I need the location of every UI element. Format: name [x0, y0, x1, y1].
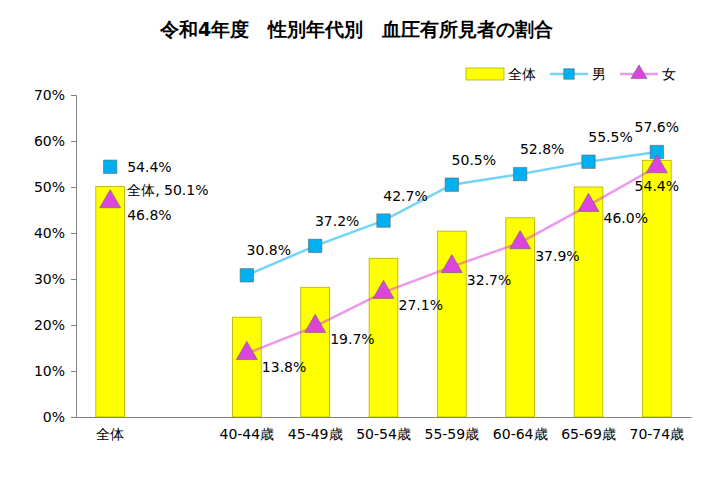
x-tick: 全体: [96, 417, 124, 442]
bar: [574, 187, 603, 417]
y-tick-label: 50%: [34, 179, 65, 195]
x-tick: 65-69歳: [561, 417, 616, 442]
y-tick: 10%: [34, 363, 76, 379]
marker: [582, 155, 595, 168]
x-tick: 40-44歳: [219, 417, 274, 442]
bar: [96, 187, 125, 417]
legend-label: 全体: [508, 66, 536, 82]
y-tick-label: 40%: [34, 225, 65, 241]
data-label: 27.1%: [399, 297, 443, 313]
title: 令和4年度 性別年代別 血圧有所見者の割合: [159, 18, 553, 40]
x-tick-label: 45-49歳: [288, 426, 343, 442]
x-tick-label: 60-64歳: [493, 426, 548, 442]
bar: [232, 317, 261, 417]
marker: [646, 155, 667, 173]
y-tick-label: 60%: [34, 133, 65, 149]
x-axis-line: [77, 417, 692, 418]
y-tick-mark: [71, 279, 76, 280]
legend-swatch: [466, 68, 504, 80]
x-tick-label: 55-59歳: [424, 426, 479, 442]
x-tick-label: 40-44歳: [219, 426, 274, 442]
legend-item: 全体: [466, 66, 536, 82]
x-tick: 60-64歳: [493, 417, 548, 442]
data-label: 37.2%: [315, 213, 359, 229]
y-tick: 50%: [34, 179, 76, 195]
plot-area: [96, 145, 671, 417]
bar: [437, 231, 466, 417]
x-tick-label: 全体: [96, 426, 124, 442]
y-tick-label: 70%: [34, 87, 65, 103]
y-tick: 60%: [34, 133, 76, 149]
y-tick: 40%: [34, 225, 76, 241]
legend-label: 女: [662, 66, 676, 82]
data-label: 50.5%: [452, 152, 496, 168]
marker: [513, 167, 526, 180]
y-tick: 0%: [43, 409, 76, 425]
marker: [305, 314, 326, 332]
y-tick: 30%: [34, 271, 76, 287]
y-tick-label: 20%: [34, 317, 65, 333]
y-axis: 0% 10% 20% 30% 40% 50% 60% 70%: [34, 87, 77, 425]
legend: 全体 男 女: [466, 65, 676, 82]
data-labels: 全体, 50.1% 54.4% 30.8% 37.2% 42.7% 50.5% 52.8% 5…: [127, 119, 679, 374]
data-label: 46.0%: [604, 210, 648, 226]
legend-item: 男: [550, 66, 606, 82]
x-tick: 45-49歳: [288, 417, 343, 442]
y-tick: 70%: [34, 87, 76, 103]
bar: [642, 160, 671, 417]
y-tick-label: 30%: [34, 271, 65, 287]
marker: [100, 190, 121, 208]
data-label: 55.5%: [588, 129, 632, 145]
x-tick-label: 70-74歳: [629, 426, 684, 442]
x-axis: 全体 40-44歳 45-49歳 50-54歳 55-59歳 60-64歳 65-69歳 70…: [77, 417, 692, 442]
data-label: 42.7%: [383, 188, 427, 204]
x-tick: 55-59歳: [424, 417, 479, 442]
y-tick-mark: [71, 95, 76, 96]
x-tick-label: 50-54歳: [356, 426, 411, 442]
legend-item: 女: [620, 65, 676, 82]
marker: [441, 254, 462, 272]
marker: [445, 178, 458, 191]
data-label: 52.8%: [520, 141, 564, 157]
chart: 令和4年度 性別年代別 血圧有所見者の割合 0% 10% 20% 30% 40% 50% 60…: [0, 0, 713, 478]
marker: [240, 269, 253, 282]
x-tick: 70-74歳: [629, 417, 684, 442]
data-label: 32.7%: [467, 272, 511, 288]
y-tick-label: 0%: [43, 409, 65, 425]
x-tick-label: 65-69歳: [561, 426, 616, 442]
data-label: 54.4%: [635, 178, 679, 194]
legend-marker: [631, 65, 647, 79]
y-tick-mark: [71, 417, 76, 418]
y-tick-mark: [71, 141, 76, 142]
legend-label: 男: [592, 66, 606, 82]
y-tick-mark: [71, 233, 76, 234]
data-label: 30.8%: [247, 242, 291, 258]
y-axis-line: [71, 96, 77, 418]
marker: [103, 160, 116, 173]
y-tick-mark: [71, 371, 76, 372]
y-tick-mark: [71, 325, 76, 326]
legend-marker: [564, 69, 574, 79]
y-tick-label: 10%: [34, 363, 65, 379]
marker: [308, 239, 321, 252]
y-tick: 20%: [34, 317, 76, 333]
data-label: 54.4%: [127, 159, 171, 175]
bar: [506, 218, 535, 417]
data-label: 57.6%: [635, 119, 679, 135]
x-tick: 50-54歳: [356, 417, 411, 442]
marker: [377, 214, 390, 227]
data-label: 46.8%: [127, 207, 171, 223]
data-label: 19.7%: [330, 331, 374, 347]
data-label: 37.9%: [535, 248, 579, 264]
y-tick-mark: [71, 187, 76, 188]
line: [110, 167, 657, 354]
marker: [510, 231, 531, 249]
marker: [236, 341, 257, 359]
data-label: 全体, 50.1%: [127, 182, 208, 198]
marker: [373, 280, 394, 298]
bar: [301, 287, 330, 417]
data-label: 13.8%: [262, 359, 306, 375]
marker: [578, 193, 599, 211]
